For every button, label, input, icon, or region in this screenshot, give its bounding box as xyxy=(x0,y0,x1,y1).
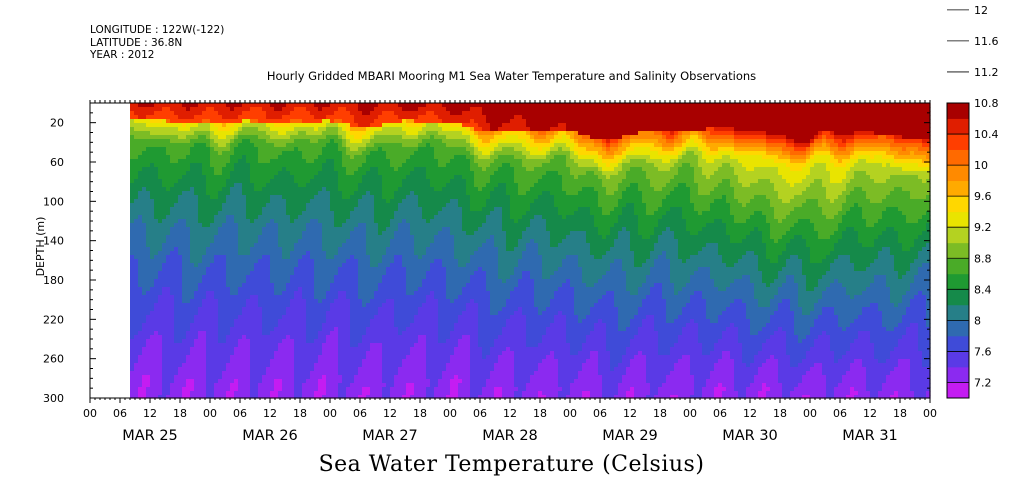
x-hour-tick-label: 00 xyxy=(443,407,457,420)
x-hour-tick-label: 12 xyxy=(263,407,277,420)
y-tick-label: 220 xyxy=(43,313,64,326)
colorbar: 7.27.688.48.89.29.61010.410.811.211.6121… xyxy=(946,4,999,399)
y-tick-label: 100 xyxy=(43,195,64,208)
x-hour-tick-label: 06 xyxy=(233,407,247,420)
x-hour-tick-label: 00 xyxy=(803,407,817,420)
y-tick-label: 260 xyxy=(43,353,64,366)
colorbar-swatch xyxy=(947,165,969,182)
year-text: YEAR : 2012 xyxy=(90,49,155,61)
x-hour-tick-label: 18 xyxy=(173,407,187,420)
colorbar-tick-label: 8.4 xyxy=(974,283,992,296)
colorbar-tick-label: 10.8 xyxy=(974,97,999,110)
colorbar-swatch xyxy=(947,304,969,321)
colorbar-swatch xyxy=(947,180,969,197)
x-hour-tick-label: 18 xyxy=(773,407,787,420)
y-tick-label: 20 xyxy=(50,117,64,130)
y-tick-label: 60 xyxy=(50,156,64,169)
x-hour-tick-label: 06 xyxy=(593,407,607,420)
colorbar-tick-label: 10 xyxy=(974,159,988,172)
colorbar-swatch xyxy=(947,258,969,275)
latitude-text: LATITUDE : 36.8N xyxy=(90,36,183,49)
colorbar-tick-label: 11.2 xyxy=(974,66,999,79)
colorbar-tick-label: 9.2 xyxy=(974,221,992,234)
colorbar-tick-label: 8 xyxy=(974,314,981,327)
colorbar-tick-label: 7.6 xyxy=(974,345,992,358)
colorbar-swatch xyxy=(947,382,969,399)
x-hour-tick-label: 00 xyxy=(563,407,577,420)
x-date-label: MAR 27 xyxy=(362,428,418,444)
colorbar-tick-label: 12 xyxy=(974,4,988,17)
chart-title: Hourly Gridded MBARI Mooring M1 Sea Wate… xyxy=(266,69,757,83)
x-date-label: MAR 25 xyxy=(122,428,178,444)
y-axis: 20 60 100 140 180 220 260 300 DEPTH (m) xyxy=(34,102,930,405)
x-date-label: MAR 31 xyxy=(842,428,898,444)
x-hour-tick-label: 18 xyxy=(413,407,427,420)
colorbar-swatch xyxy=(947,227,969,244)
longitude-text: LONGITUDE : 122W(-122) xyxy=(90,24,225,36)
x-axis: 00 06 12 18 00 06 12 18 00 06 12 18 00 06 12 18 00 06 12 18… xyxy=(83,398,937,444)
colorbar-swatch xyxy=(947,242,969,259)
x-hour-tick-label: 06 xyxy=(353,407,367,420)
colorbar-title: Sea Water Temperature (Celsius) xyxy=(318,452,705,477)
colorbar-swatch xyxy=(947,134,969,150)
colorbar-tick-label: 7.2 xyxy=(974,376,992,389)
colorbar-swatch xyxy=(947,351,969,368)
colorbar-swatch xyxy=(947,273,969,290)
x-hour-tick-label: 12 xyxy=(863,407,877,420)
colorbar-tick-label: 8.8 xyxy=(974,252,992,265)
colorbar-tick-label: 9.6 xyxy=(974,190,992,203)
x-hour-tick-label: 00 xyxy=(683,407,697,420)
mooring-metadata: LONGITUDE : 122W(-122) LATITUDE : 36.8N … xyxy=(90,24,224,62)
x-hour-tick-label: 12 xyxy=(743,407,757,420)
x-hour-tick-label: 12 xyxy=(383,407,397,420)
x-hour-tick-label: 18 xyxy=(653,407,667,420)
colorbar-swatch xyxy=(947,289,969,306)
colorbar-swatch xyxy=(947,149,969,166)
heatmap-field xyxy=(130,103,931,399)
colorbar-swatch xyxy=(947,103,969,119)
x-date-label: MAR 29 xyxy=(602,428,658,444)
top-hour-ticks xyxy=(89,100,931,103)
x-hour-tick-label: 12 xyxy=(503,407,517,420)
colorbar-swatch xyxy=(947,118,969,135)
x-hour-tick-label: 12 xyxy=(143,407,157,420)
x-hour-tick-label: 00 xyxy=(323,407,337,420)
colorbar-swatch xyxy=(947,196,969,213)
x-hour-tick-label: 00 xyxy=(203,407,217,420)
x-date-label: MAR 26 xyxy=(242,428,298,444)
x-hour-tick-label: 06 xyxy=(833,407,847,420)
x-date-label: MAR 28 xyxy=(482,428,538,444)
colorbar-tick-label: 11.6 xyxy=(974,35,999,48)
y-tick-label: 140 xyxy=(43,235,64,248)
x-hour-tick-label: 12 xyxy=(623,407,637,420)
x-hour-tick-label: 18 xyxy=(293,407,307,420)
y-tick-label: 180 xyxy=(43,274,64,287)
x-hour-tick-label: 00 xyxy=(923,407,937,420)
x-date-label: MAR 30 xyxy=(722,428,778,444)
x-hour-tick-label: 06 xyxy=(473,407,487,420)
colorbar-swatch xyxy=(947,335,969,352)
colorbar-swatch xyxy=(947,320,969,337)
y-tick-label: 300 xyxy=(43,392,64,405)
colorbar-tick-label: 10.4 xyxy=(974,128,999,141)
colorbar-swatch xyxy=(947,211,969,228)
x-hour-tick-label: 06 xyxy=(113,407,127,420)
x-hour-tick-label: 00 xyxy=(83,407,97,420)
x-hour-tick-label: 18 xyxy=(893,407,907,420)
x-hour-tick-label: 06 xyxy=(713,407,727,420)
colorbar-swatch xyxy=(947,366,969,383)
x-hour-tick-label: 18 xyxy=(533,407,547,420)
y-axis-label: DEPTH (m) xyxy=(34,217,47,277)
